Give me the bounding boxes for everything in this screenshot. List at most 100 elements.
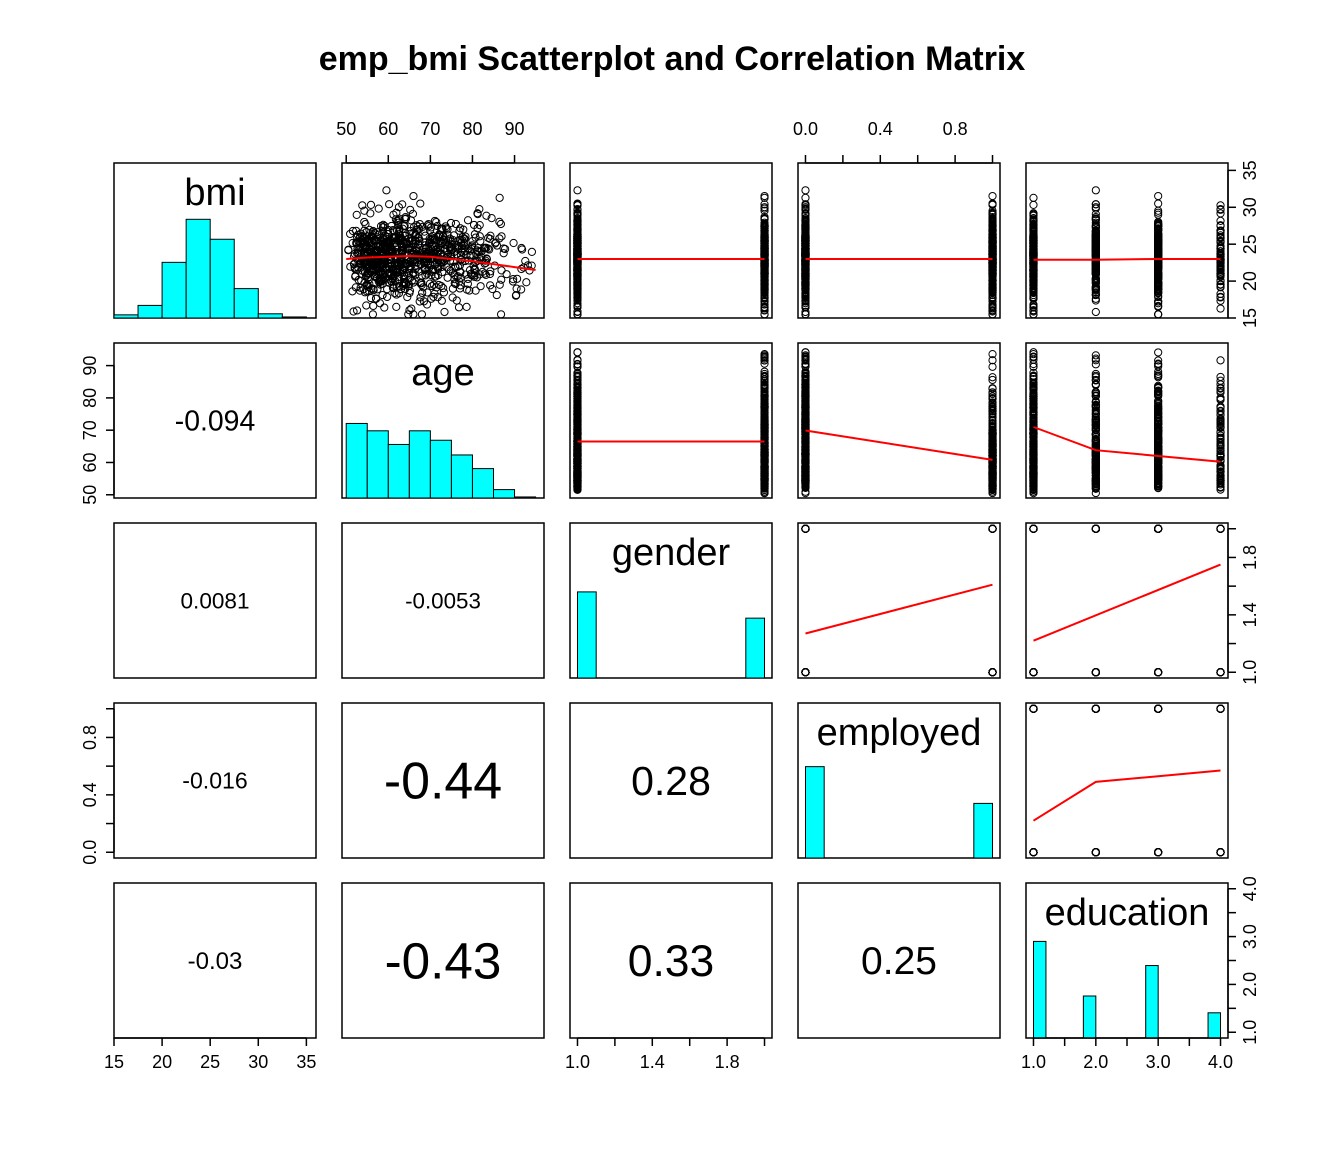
- scatter-point: [475, 205, 484, 214]
- scatter-point: [394, 274, 404, 284]
- scatter-point: [440, 256, 449, 265]
- scatter-point: [384, 278, 394, 287]
- scatter-point: [486, 267, 495, 276]
- hist-bar-bmi: [257, 313, 283, 319]
- scatter-point: [473, 246, 482, 255]
- scatter-points-bmi-gender: [573, 186, 769, 319]
- scatter-point: [378, 290, 387, 300]
- scatter-point: [400, 259, 409, 269]
- scatter-point: [512, 290, 521, 300]
- hist-bar-bmi: [137, 304, 163, 319]
- hist-bar-age: [450, 454, 473, 499]
- scatter-point: [482, 211, 491, 220]
- panel-bmi-bmi: bmi: [113, 162, 317, 319]
- scatter-point: [348, 287, 357, 296]
- scatter-point: [452, 250, 461, 259]
- scatter-point: [509, 275, 518, 284]
- scatter-point: [366, 293, 376, 303]
- scatter-point: [403, 245, 412, 254]
- scatter-point: [423, 269, 432, 278]
- scatter-point: [382, 186, 391, 195]
- scatter-point: [392, 290, 401, 299]
- scatter-point: [412, 250, 421, 259]
- scatter-point: [384, 230, 393, 239]
- scatter-point: [352, 239, 361, 248]
- scatter-point: [393, 264, 402, 273]
- scatter-point: [406, 205, 415, 214]
- scatter-point: [502, 270, 511, 279]
- scatter-point: [484, 233, 493, 242]
- scatter-point: [472, 273, 482, 282]
- scatter-point: [495, 217, 504, 226]
- scatter-point: [425, 234, 434, 243]
- scatter-point: [427, 271, 436, 280]
- scatter-point: [495, 234, 504, 243]
- scatter-point: [352, 210, 361, 219]
- scatter-point: [407, 245, 417, 254]
- corr-value-age-bmi: -0.094: [175, 405, 255, 437]
- chart-title: emp_bmi Scatterplot and Correlation Matr…: [319, 40, 1026, 78]
- scatter-point: [465, 286, 474, 295]
- scatter-point: [392, 302, 401, 311]
- scatter-point: [491, 239, 500, 248]
- scatter-point: [404, 281, 413, 291]
- scatter-point: [361, 268, 370, 277]
- scatter-point: [366, 200, 376, 210]
- scatter-point: [508, 277, 518, 286]
- scatter-point: [383, 292, 392, 302]
- scatter-point: [380, 221, 389, 231]
- scatter-point: [395, 214, 404, 223]
- scatter-point: [495, 280, 504, 289]
- scatter-point: [509, 238, 518, 248]
- scatter-point: [466, 269, 476, 278]
- scatter-point: [374, 269, 384, 278]
- scatter-point: [471, 286, 480, 295]
- scatter-point: [411, 265, 420, 274]
- scatter-point: [380, 303, 389, 312]
- scatter-point: [497, 275, 506, 284]
- hist-bar-bmi: [161, 261, 187, 319]
- scatter-point: [428, 234, 437, 243]
- scatter-point: [518, 245, 527, 254]
- scatter-point: [448, 240, 457, 249]
- scatter-point: [487, 214, 496, 223]
- scatter-point: [440, 244, 449, 253]
- scatter-point: [461, 270, 470, 279]
- scatter-point: [358, 237, 367, 246]
- scatter-point: [497, 232, 506, 241]
- scatter-point: [480, 269, 489, 278]
- scatter-point: [394, 230, 404, 239]
- scatter-point: [375, 299, 385, 308]
- scatter-point: [385, 200, 394, 209]
- scatter-point: [486, 281, 495, 290]
- scatter-point: [471, 233, 480, 242]
- scatter-point: [429, 280, 438, 289]
- scatter-point: [462, 302, 471, 311]
- scatter-point: [362, 264, 371, 273]
- scatter-point: [500, 244, 510, 254]
- scatter-point: [387, 276, 396, 286]
- scatter-point: [454, 237, 463, 246]
- scatter-point: [388, 225, 398, 235]
- scatter-point: [412, 231, 421, 240]
- scatter-point: [423, 266, 432, 275]
- hist-bar-age: [514, 496, 537, 499]
- scatter-point: [416, 199, 425, 208]
- scatter-point: [430, 272, 440, 281]
- scatter-point: [440, 307, 449, 317]
- scatter-point: [425, 279, 435, 288]
- scatter-point: [378, 259, 387, 269]
- scatter-point: [477, 256, 487, 265]
- hist-bar-age: [345, 422, 368, 499]
- scatter-point: [418, 288, 427, 298]
- scatter-point: [376, 280, 385, 289]
- scatter-point: [426, 236, 435, 245]
- scatter-point: [437, 282, 446, 291]
- scatter-point: [366, 209, 375, 218]
- scatter-point: [422, 243, 431, 252]
- scatter-point: [378, 269, 387, 278]
- scatter-point: [456, 281, 465, 290]
